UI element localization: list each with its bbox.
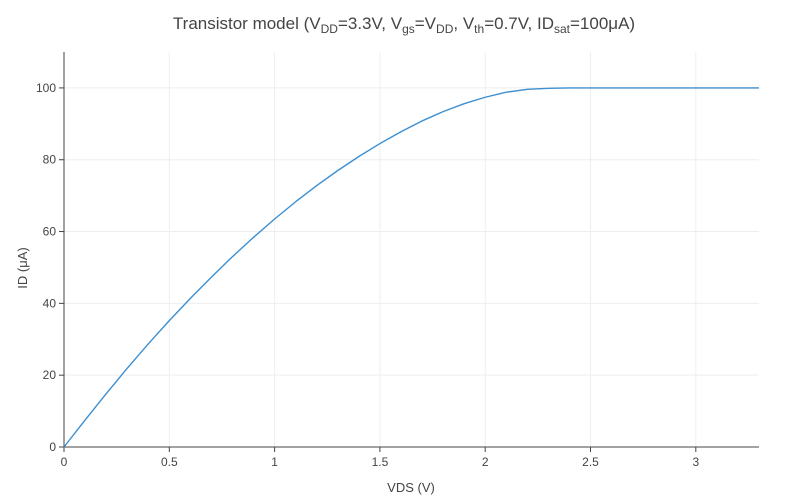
title-segment: =100μA) [570,14,635,33]
x-axis-title: VDS (V) [387,480,435,495]
x-tick-label: 1 [271,455,278,469]
y-tick-label: 20 [43,368,57,382]
title-subscript: DD [321,22,339,36]
title-segment: =0.7V, ID [484,14,554,33]
title-subscript: gs [402,22,415,36]
x-tick-label: 0.5 [161,455,178,469]
x-tick-label: 1.5 [372,455,389,469]
title-subscript: sat [554,22,571,36]
y-tick-label: 100 [36,81,56,95]
title-subscript: th [474,22,484,36]
y-tick-label: 40 [43,296,57,310]
x-tick-label: 0 [61,455,68,469]
y-tick-label: 80 [43,153,57,167]
title-segment: Transistor model (V [173,14,321,33]
title-segment: =V [415,14,437,33]
series-line [63,87,759,448]
grid [64,52,759,447]
title-segment: , V [453,14,474,33]
axes: 0 0.5 1 1.5 2 2.5 3 0 20 40 60 80 100 [36,52,759,469]
y-tick-label: 0 [49,440,56,454]
title-subscript: DD [436,22,454,36]
x-tick-label: 2 [482,455,489,469]
y-tick-label: 60 [43,225,57,239]
x-tick-label: 2.5 [582,455,599,469]
chart-title: Transistor model (VDD=3.3V, Vgs=VDD, Vth… [173,14,635,36]
y-axis-title: ID (μA) [15,247,30,288]
series-layer [63,87,759,448]
title-segment: =3.3V, V [338,14,403,33]
x-tick-label: 3 [692,455,699,469]
